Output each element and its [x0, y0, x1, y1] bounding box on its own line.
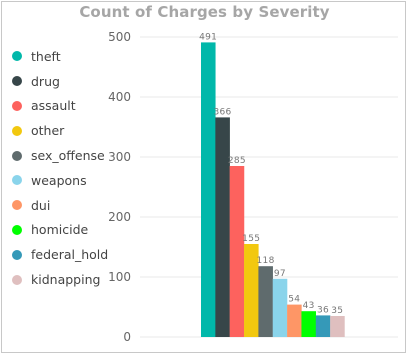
legend-label: other [31, 123, 65, 139]
y-tick-label: 200 [108, 210, 131, 224]
legend-swatch [12, 100, 22, 111]
data-label-homicide: 43 [303, 301, 315, 311]
legend-label: homicide [31, 222, 89, 238]
data-label-theft: 491 [199, 32, 217, 42]
legend-label: weapons [31, 172, 87, 188]
legend-swatch [12, 51, 22, 62]
bar-other[interactable] [244, 244, 259, 337]
legend-item-federal-hold[interactable]: federal_hold [12, 242, 108, 267]
legend-swatch [12, 125, 22, 136]
bar-kidnapping[interactable] [330, 316, 345, 337]
y-tick-label: 100 [108, 270, 131, 284]
data-label-federal-hold: 36 [317, 305, 329, 315]
y-tick-label: 300 [108, 150, 131, 164]
legend-label: drug [31, 73, 60, 89]
data-label-dui: 54 [288, 295, 300, 305]
legend-label: kidnapping [31, 272, 101, 288]
bar-homicide[interactable] [301, 311, 316, 337]
chart-title: Count of Charges by Severity [79, 3, 330, 21]
legend-swatch [12, 249, 22, 260]
data-label-kidnapping: 35 [331, 306, 343, 316]
legend-item-other[interactable]: other [12, 118, 108, 143]
legend-swatch [12, 175, 22, 186]
bar-sex-offense[interactable] [258, 266, 273, 337]
data-label-other: 155 [242, 234, 260, 244]
legend-item-kidnapping[interactable]: kidnapping [12, 267, 108, 292]
y-tick-label: 500 [108, 30, 131, 44]
bar-theft[interactable] [201, 42, 216, 338]
legend-swatch [12, 200, 22, 211]
bars [201, 42, 345, 338]
data-label-drug: 366 [213, 107, 231, 117]
legend-label: dui [31, 197, 51, 213]
legend-swatch [12, 274, 22, 285]
y-tick-label: 400 [108, 90, 131, 104]
legend-label: sex_offense [31, 148, 105, 164]
data-label-weapons: 97 [274, 269, 286, 279]
data-label-sex-offense: 118 [257, 256, 275, 266]
y-tick-label: 0 [123, 330, 131, 344]
bar-federal-hold[interactable] [315, 315, 331, 337]
legend-item-weapons[interactable]: weapons [12, 168, 108, 193]
legend-label: assault [31, 98, 76, 114]
legend-item-dui[interactable]: dui [12, 193, 108, 218]
legend-swatch [12, 76, 22, 87]
legend-item-theft[interactable]: theft [12, 44, 108, 69]
legend-item-sex-offense[interactable]: sex_offense [12, 143, 108, 168]
y-axis: 0 100 200 300 400 500 [108, 30, 131, 344]
legend-label: federal_hold [31, 247, 109, 263]
legend-swatch [12, 224, 22, 235]
bar-dui[interactable] [287, 304, 302, 337]
bar-weapons[interactable] [272, 278, 288, 337]
legend-swatch [12, 150, 22, 161]
legend-item-homicide[interactable]: homicide [12, 218, 108, 243]
data-label-assault: 285 [228, 156, 246, 166]
bar-drug[interactable] [215, 117, 230, 338]
legend-item-assault[interactable]: assault [12, 94, 108, 119]
legend-item-drug[interactable]: drug [12, 69, 108, 94]
legend-label: theft [31, 48, 61, 64]
bar-assault[interactable] [229, 166, 245, 337]
